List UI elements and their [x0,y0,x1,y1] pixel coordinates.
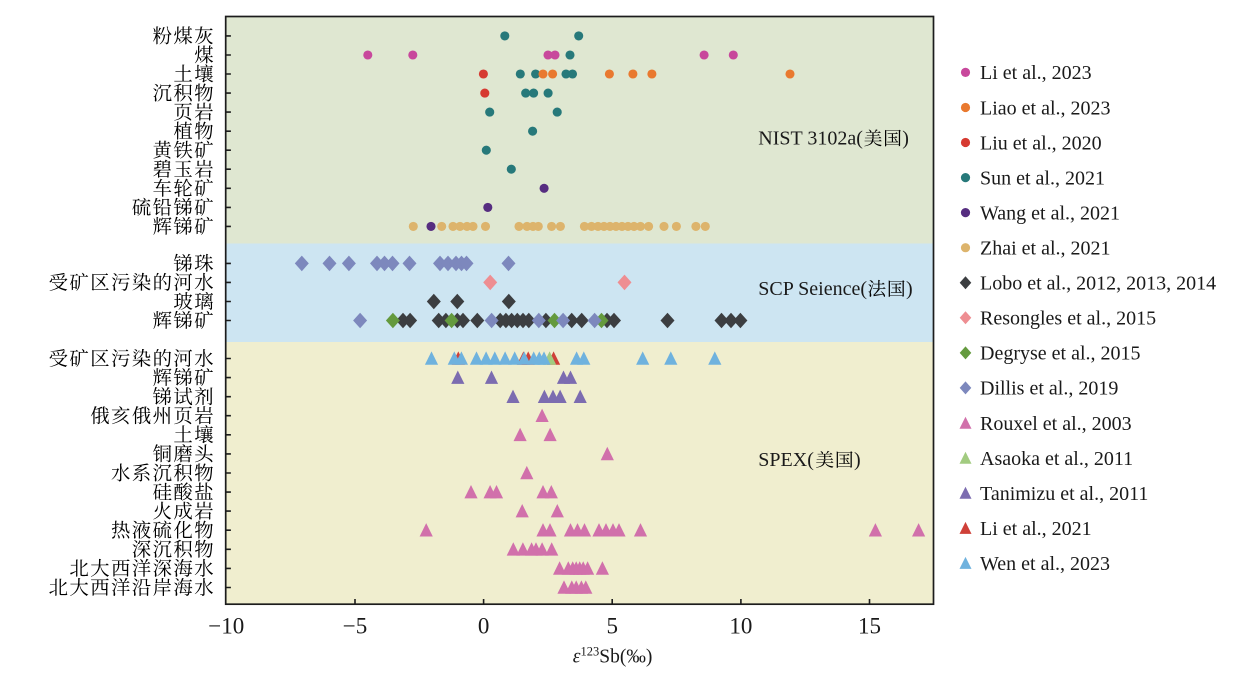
svg-text:Degryse et al., 2015: Degryse et al., 2015 [980,343,1141,365]
svg-text:Li et al., 2021: Li et al., 2021 [980,518,1092,540]
svg-text:Asaoka et al., 2011: Asaoka et al., 2011 [980,448,1133,470]
svg-text:Resongles et al., 2015: Resongles et al., 2015 [980,308,1156,330]
svg-text:): ) [902,128,909,150]
svg-text:Wang et al., 2021: Wang et al., 2021 [980,202,1120,224]
svg-text:5: 5 [606,614,618,639]
svg-text:ε123Sb(‰): ε123Sb(‰) [573,644,653,667]
svg-text:0: 0 [478,614,490,639]
svg-text:15: 15 [858,614,881,639]
svg-text:Liao et al., 2023: Liao et al., 2023 [980,97,1111,119]
svg-text:Rouxel et al., 2003: Rouxel et al., 2003 [980,413,1132,435]
svg-text:Zhai et al., 2021: Zhai et al., 2021 [980,238,1111,260]
svg-text:10: 10 [729,614,752,639]
svg-text:Liu et al., 2020: Liu et al., 2020 [980,132,1102,154]
svg-text:): ) [906,278,913,300]
svg-text:Sun et al., 2021: Sun et al., 2021 [980,167,1105,189]
svg-text:Lobo et al., 2012, 2013, 2014: Lobo et al., 2012, 2013, 2014 [980,273,1216,295]
svg-text:−5: −5 [343,614,367,639]
svg-text:NIST 3102a(: NIST 3102a( [758,128,863,150]
svg-text:Li et al., 2023: Li et al., 2023 [980,62,1092,84]
svg-text:SCP Seience(: SCP Seience( [758,278,867,300]
svg-text:SPEX(: SPEX( [758,449,814,471]
svg-text:Dillis et al., 2019: Dillis et al., 2019 [980,378,1118,400]
svg-text:): ) [854,449,861,471]
svg-text:Tanimizu et al., 2011: Tanimizu et al., 2011 [980,483,1148,505]
svg-text:−10: −10 [208,614,244,639]
svg-text:Wen et al., 2023: Wen et al., 2023 [980,553,1110,575]
